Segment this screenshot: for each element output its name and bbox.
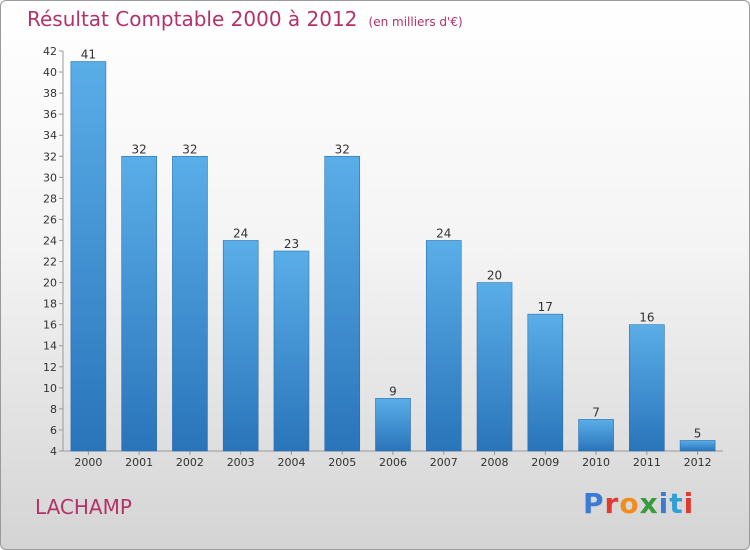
bar [273,250,310,452]
x-tick-label: 2011 [633,456,661,469]
place-name: LACHAMP [35,495,132,519]
x-tick-label: 2002 [176,456,204,469]
data-label: 24 [233,226,248,240]
data-label: 32 [182,142,197,156]
bar [629,324,665,452]
x-tick-label: 2006 [379,456,407,469]
x-tick-label: 2012 [684,456,712,469]
y-tick-label: 34 [43,129,57,142]
y-tick-label: 42 [43,45,57,58]
y-tick-label: 28 [43,192,57,205]
x-tick-label: 2005 [328,456,356,469]
x-tick-label: 2003 [227,456,255,469]
brand-letter: r [604,487,620,520]
y-tick-label: 20 [43,277,57,290]
y-tick-label: 24 [43,234,57,247]
y-tick-label: 30 [43,171,57,184]
brand-letter: o [619,487,640,520]
y-tick-label: 8 [50,403,57,416]
data-label: 23 [284,237,299,251]
x-tick-label: 2000 [74,456,102,469]
data-label: 9 [389,384,397,398]
bar [527,313,564,452]
x-tick-label: 2008 [481,456,509,469]
y-tick-label: 22 [43,256,57,269]
bar [679,440,716,452]
y-tick-label: 36 [43,108,57,121]
bar [172,155,208,452]
chart-title: Résultat Comptable 2000 à 2012 [27,7,358,31]
y-tick-label: 6 [50,424,57,437]
data-label: 16 [639,311,654,325]
brand-letter: x [639,487,659,520]
data-label: 32 [335,142,350,156]
brand-letter: i [683,487,695,520]
axes: 4 6 8 10 12 14 16 18 20 22 24 26 28 30 32 34 36 38 40 42 200… [43,45,723,469]
y-tick-label: 18 [43,298,57,311]
y-tick-label: 10 [43,382,57,395]
bar [578,419,614,452]
data-label: 5 [694,426,702,440]
data-label: 32 [132,142,147,156]
y-tick-label: 26 [43,213,57,226]
bar [121,155,157,452]
data-label: 41 [81,48,96,62]
y-tick-label: 16 [43,319,57,332]
x-tick-label: 2009 [531,456,559,469]
bar [425,240,462,452]
bar [222,240,259,452]
x-tick-label: 2010 [582,456,610,469]
data-label: 7 [592,405,600,419]
y-tick-label: 38 [43,87,57,100]
y-tick-label: 14 [43,340,57,353]
bar [375,398,411,452]
x-tick-label: 2001 [125,456,153,469]
brand-letter: i [658,487,670,520]
data-label: 24 [436,226,451,240]
y-tick-label: 40 [43,66,57,79]
x-tick-label: 2007 [430,456,458,469]
chart-header: Résultat Comptable 2000 à 2012 (en milli… [27,7,463,31]
y-tick-label: 32 [43,150,57,163]
chart-subtitle: (en milliers d'€) [368,15,463,29]
data-label: 17 [538,300,553,314]
bars [70,61,716,452]
data-label: 20 [487,269,502,283]
brand-letter: P [583,487,605,520]
bar [476,282,513,452]
brand-logo: Proxiti [583,487,694,520]
y-tick-label: 12 [43,361,57,374]
bar [70,61,107,452]
brand-letter: t [669,487,684,520]
bar [324,155,361,452]
x-tick-label: 2004 [277,456,305,469]
value-labels: 41 32 32 24 23 32 9 24 20 17 7 16 5 [81,48,702,441]
y-tick-label: 4 [50,445,57,458]
